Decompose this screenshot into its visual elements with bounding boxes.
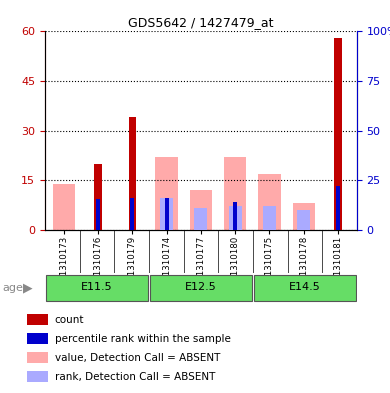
- Bar: [165, 198, 168, 230]
- Bar: [156, 157, 178, 230]
- Bar: [160, 198, 173, 230]
- Bar: [297, 210, 310, 230]
- Bar: [229, 206, 242, 230]
- Text: E11.5: E11.5: [81, 282, 113, 292]
- Bar: [129, 118, 136, 230]
- Bar: [258, 174, 280, 230]
- Text: E12.5: E12.5: [185, 282, 217, 292]
- Bar: [94, 164, 102, 230]
- Bar: [27, 353, 48, 363]
- Bar: [263, 206, 276, 230]
- Bar: [27, 314, 48, 325]
- Text: percentile rank within the sample: percentile rank within the sample: [55, 334, 230, 343]
- Text: rank, Detection Call = ABSENT: rank, Detection Call = ABSENT: [55, 371, 215, 382]
- Text: age: age: [2, 283, 23, 293]
- Bar: [96, 199, 100, 230]
- Bar: [224, 157, 246, 230]
- Text: E14.5: E14.5: [289, 282, 321, 292]
- Bar: [233, 202, 237, 230]
- Bar: [150, 275, 252, 301]
- Text: value, Detection Call = ABSENT: value, Detection Call = ABSENT: [55, 353, 220, 363]
- Bar: [130, 198, 134, 230]
- Text: ▶: ▶: [23, 281, 32, 295]
- Bar: [190, 190, 212, 230]
- Bar: [27, 333, 48, 344]
- Bar: [254, 275, 356, 301]
- Bar: [334, 38, 342, 230]
- Bar: [46, 275, 148, 301]
- Bar: [194, 208, 207, 230]
- Text: count: count: [55, 314, 84, 325]
- Bar: [292, 204, 315, 230]
- Title: GDS5642 / 1427479_at: GDS5642 / 1427479_at: [128, 16, 274, 29]
- Bar: [53, 184, 75, 230]
- Bar: [336, 186, 340, 230]
- Bar: [27, 371, 48, 382]
